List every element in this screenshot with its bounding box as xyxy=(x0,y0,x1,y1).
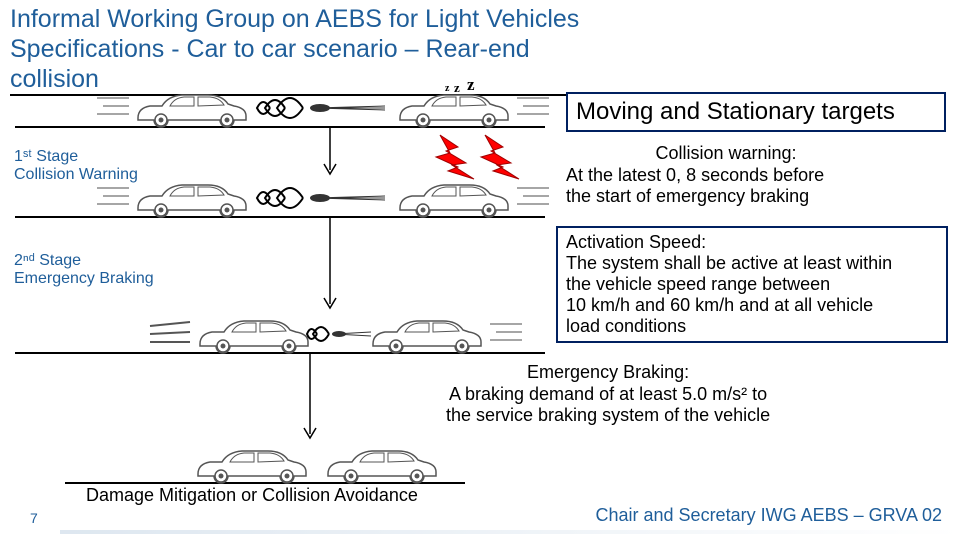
sleep-icon: z xyxy=(445,83,449,94)
ego-car-3 xyxy=(192,314,312,356)
target-car-3 xyxy=(365,314,485,356)
stage-1-line1: 1ˢᵗ Stage xyxy=(14,148,138,166)
title-line-2: Specifications - Car to car scenario – R… xyxy=(10,34,600,94)
ego-car-2 xyxy=(130,178,250,220)
motion-lines-ego-2 xyxy=(95,184,135,214)
title: Informal Working Group on AEBS for Light… xyxy=(10,4,600,96)
ego-car-4 xyxy=(190,444,310,486)
stage-1-label: 1ˢᵗ Stage Collision Warning xyxy=(14,148,138,185)
emergency-braking-text: Emergency Braking: A braking demand of a… xyxy=(446,362,770,427)
bottom-label-text: Damage Mitigation or Collision Avoidance xyxy=(86,485,418,505)
motion-lines-tgt-3 xyxy=(488,320,528,350)
activation-l5: load conditions xyxy=(566,316,938,337)
stage-1-line2: Collision Warning xyxy=(14,166,138,184)
braking-l3: the service braking system of the vehicl… xyxy=(446,405,770,427)
motion-lines-ego-1 xyxy=(95,94,135,124)
ego-car-1 xyxy=(130,88,250,130)
stage-2-label: 2ⁿᵈ Stage Emergency Braking xyxy=(14,252,154,289)
targets-box-text: Moving and Stationary targets xyxy=(576,98,895,125)
activation-l4: 10 km/h and 60 km/h and at all vehicle xyxy=(566,295,938,316)
down-arrow-icon xyxy=(320,128,340,178)
activation-l3: the vehicle speed range between xyxy=(566,274,938,295)
sensor-arcs-2 xyxy=(255,178,390,218)
braking-l1: Emergency Braking: xyxy=(446,362,770,384)
target-car-1 xyxy=(392,88,512,130)
stage-2-line2: Emergency Braking xyxy=(14,270,154,288)
warning-l2: At the latest 0, 8 seconds before xyxy=(566,165,886,187)
down-arrow-icon xyxy=(320,218,340,314)
activation-l1: Activation Speed: xyxy=(566,232,938,253)
warning-l3: the start of emergency braking xyxy=(566,186,886,208)
collision-warning-text: Collision warning: At the latest 0, 8 se… xyxy=(566,143,886,208)
sensor-arcs-3 xyxy=(305,314,375,354)
title-line-1: Informal Working Group on AEBS for Light… xyxy=(10,4,600,34)
target-car-4 xyxy=(320,444,440,486)
sleep-icon: z xyxy=(454,80,460,96)
page-number: 7 xyxy=(30,510,38,526)
targets-box: Moving and Stationary targets xyxy=(566,92,946,132)
warning-bolt-icon xyxy=(475,133,535,183)
braking-lines-icon xyxy=(145,318,195,348)
target-car-2 xyxy=(392,178,512,220)
activation-box: Activation Speed: The system shall be ac… xyxy=(556,226,948,343)
sensor-arcs-1 xyxy=(255,88,390,128)
warning-l1: Collision warning: xyxy=(566,143,886,165)
footer-gradient xyxy=(60,530,960,534)
stage-2-line1: 2ⁿᵈ Stage xyxy=(14,252,154,270)
bottom-label: Damage Mitigation or Collision Avoidance xyxy=(86,485,418,507)
footer-right: Chair and Secretary IWG AEBS – GRVA 02 xyxy=(596,505,943,526)
sleep-icon: z xyxy=(467,75,475,95)
down-arrow-icon xyxy=(300,354,320,444)
motion-lines-tgt-2 xyxy=(515,184,555,214)
braking-l2: A braking demand of at least 5.0 m/s² to xyxy=(446,384,770,406)
activation-l2: The system shall be active at least with… xyxy=(566,253,938,274)
motion-lines-tgt-1 xyxy=(515,94,555,124)
